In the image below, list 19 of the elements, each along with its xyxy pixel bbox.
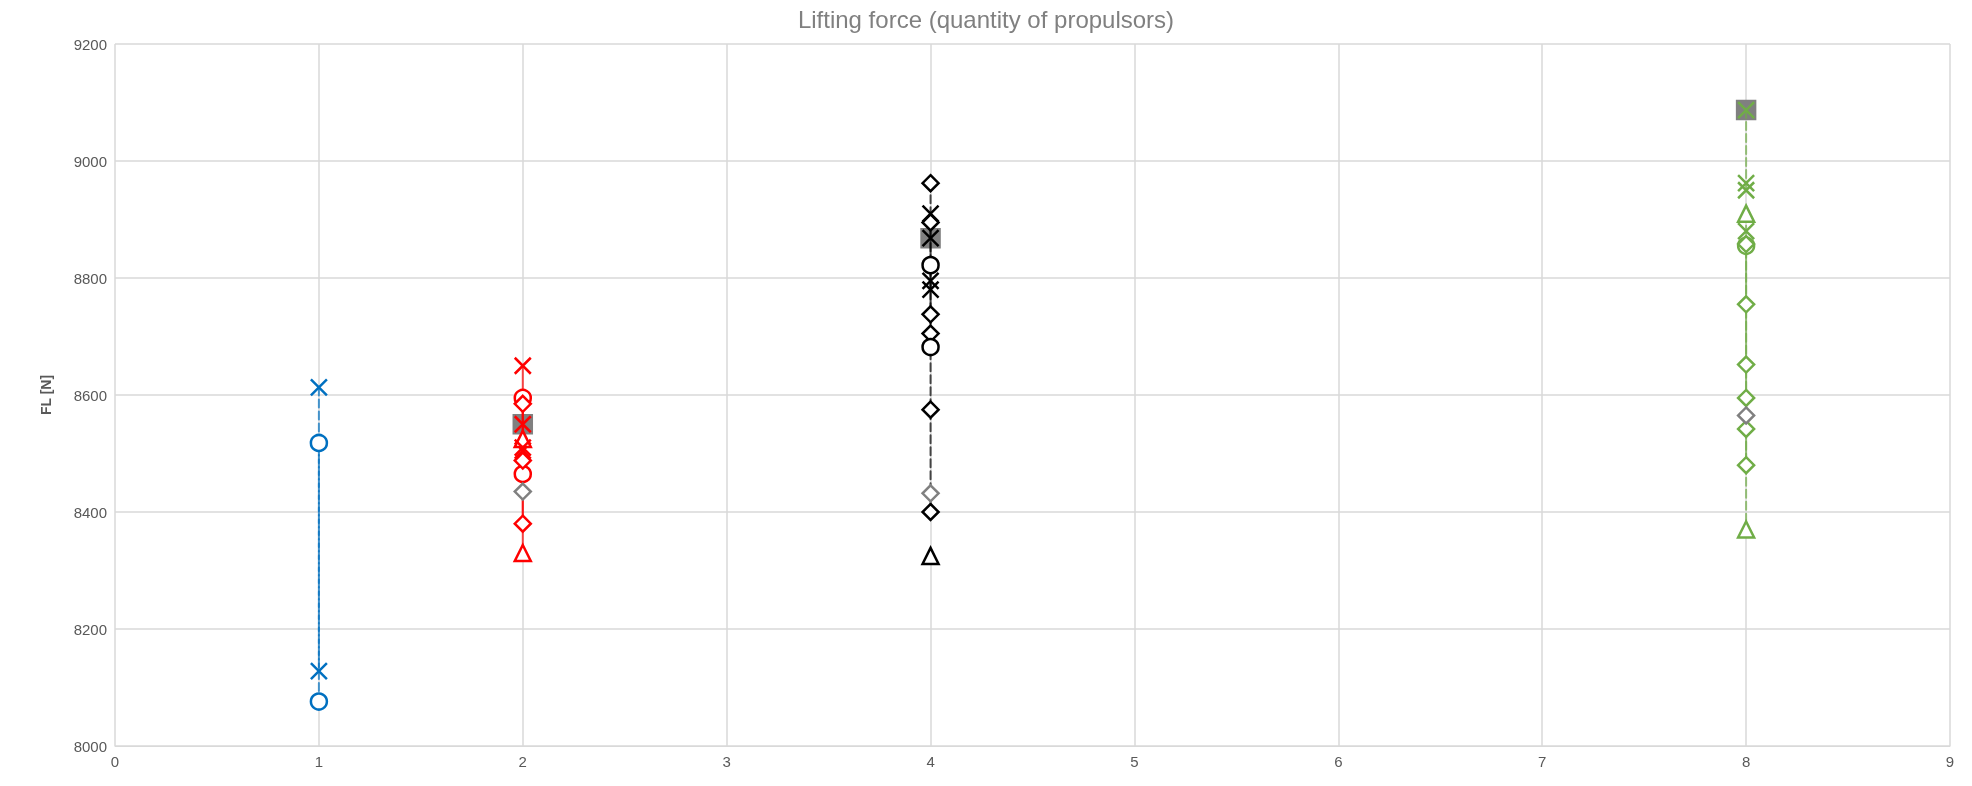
y-tick-label: 9000: [73, 152, 107, 170]
chart-title: Lifting force (quantity of propulsors): [797, 5, 1175, 33]
y-tick-label: 8800: [73, 269, 107, 287]
y-tick-label: 9200: [73, 35, 107, 53]
y-tick-label: 8200: [73, 620, 107, 638]
x-tick-label: 4: [926, 753, 935, 770]
x-tick-label: 3: [722, 753, 731, 770]
x-tick-label: 2: [518, 753, 527, 770]
x-tick-label: 6: [1334, 753, 1343, 770]
x-tick-label: 0: [110, 753, 120, 770]
x-tick-label: 8: [1741, 753, 1751, 770]
y-tick-label: 8000: [73, 737, 107, 755]
y-axis-title: FL [N]: [38, 374, 54, 416]
x-tick-label: 9: [1945, 753, 1955, 770]
y-tick-label: 8400: [73, 503, 107, 521]
x-tick-label: 5: [1130, 753, 1139, 770]
x-tick-label: 1: [314, 753, 324, 770]
x-tick-label: 7: [1538, 753, 1547, 770]
y-tick-label: 8600: [73, 386, 107, 404]
